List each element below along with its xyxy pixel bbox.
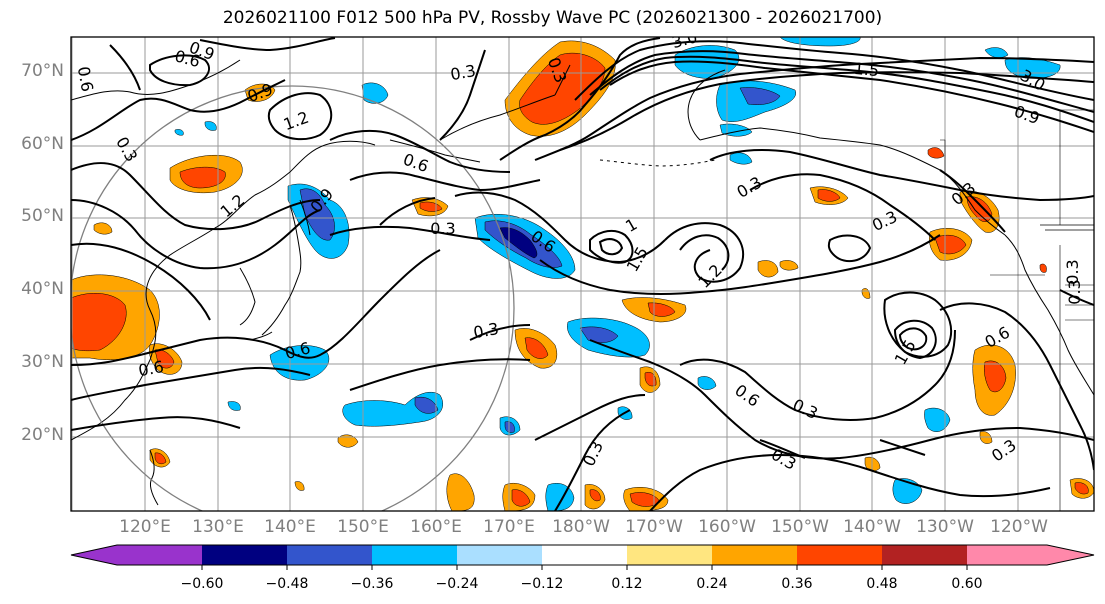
colorbar-segment (542, 545, 627, 565)
lat-label-50n: 50°N (21, 206, 64, 226)
colorbar-extend-high (1047, 545, 1094, 565)
colorbar (70, 544, 1095, 570)
colorbar-segment (202, 545, 287, 565)
lat-label-40n: 40°N (21, 279, 64, 299)
lon-label-170w: 170°W (625, 517, 683, 537)
colorbar-segment (457, 545, 542, 565)
pv-contours (71, 37, 1094, 511)
colorbar-tick-label: 0.12 (611, 576, 643, 592)
contour-label: 0.9 (1012, 102, 1042, 129)
contour-label: 0.3 (1065, 279, 1084, 304)
lon-label-180w: 180°W (552, 517, 610, 537)
colorbar-segment (117, 545, 202, 565)
colorbar-segment (967, 545, 1047, 565)
contour-label: 0.3 (430, 219, 455, 238)
lon-label-140e: 140°E (264, 517, 316, 537)
lon-label-120e: 120°E (119, 517, 171, 537)
lat-label-30n: 30°N (21, 352, 64, 372)
colorbar-tick-label: 0.48 (866, 576, 898, 592)
contour-labels: 0.9 0.6 0.9 1.2 0.3 1.2 0.9 0.6 0.3 0.6 … (74, 37, 1084, 474)
colorbar-segment (797, 545, 882, 565)
map-frame (70, 36, 1095, 512)
contour-label: 0.3 (988, 435, 1020, 465)
colorbar-segment (287, 545, 372, 565)
map-plot-area: 0.9 0.6 0.9 1.2 0.3 1.2 0.9 0.6 0.3 0.6 … (71, 37, 1094, 511)
map-title: 2026021100 F012 500 hPa PV, Rossby Wave … (222, 8, 883, 28)
lat-label-20n: 20°N (21, 425, 64, 445)
colorbar-tick-label: −0.12 (520, 576, 564, 592)
contour-label: 1.5 (623, 243, 652, 275)
contour-label: 0.3 (1063, 259, 1082, 284)
lon-label-160e: 160°E (410, 517, 462, 537)
colorbar-tick-label: 0.60 (951, 576, 983, 592)
contour-label: 1.2 (281, 108, 311, 135)
contour-label: 1.5 (853, 59, 880, 80)
contour-label: 1.2 (217, 190, 249, 221)
colorbar-tick-label: −0.60 (180, 576, 224, 592)
colorbar-tick-label: −0.36 (350, 576, 394, 592)
lat-label-70n: 70°N (21, 61, 64, 81)
colorbar-segment (627, 545, 712, 565)
contour-label: 0.3 (449, 61, 477, 84)
contour-label: 1.2 (694, 260, 725, 291)
lon-label-150w: 150°W (771, 517, 829, 537)
lon-label-170e: 170°E (483, 517, 535, 537)
colorbar-tick-label: 0.36 (781, 576, 813, 592)
colorbar-tick-label: −0.48 (265, 576, 309, 592)
lon-label-130w: 130°W (916, 517, 974, 537)
contour-label: 0.3 (112, 133, 141, 165)
colorbar-tick-label: −0.24 (435, 576, 479, 592)
contour-label: 0.3 (733, 173, 765, 202)
contour-label: 0.6 (74, 65, 97, 93)
contour-label: 0.3 (579, 438, 607, 469)
lon-label-140w: 140°W (843, 517, 901, 537)
region-circle (71, 85, 515, 511)
colorbar-segment (712, 545, 797, 565)
lon-label-130e: 130°E (192, 517, 244, 537)
contour-label: 0.6 (401, 150, 431, 177)
lon-label-160w: 160°W (698, 517, 756, 537)
lat-label-60n: 60°N (21, 134, 64, 154)
coastlines (71, 59, 1094, 511)
colorbar-outline (70, 544, 1095, 566)
lon-label-120w: 120°W (990, 517, 1048, 537)
colorbar-segment (882, 545, 967, 565)
contour-label: 0.3 (869, 207, 900, 235)
contour-label: 0.3 (472, 319, 500, 342)
colorbar-tick-label: 0.24 (696, 576, 728, 592)
colorbar-extend-low (71, 545, 117, 565)
lon-label-150e: 150°E (337, 517, 389, 537)
contour-label: 0.3 (790, 395, 821, 423)
contour-label: 0.9 (245, 80, 275, 107)
contour-label: 0.6 (137, 357, 165, 380)
colorbar-segment (372, 545, 457, 565)
